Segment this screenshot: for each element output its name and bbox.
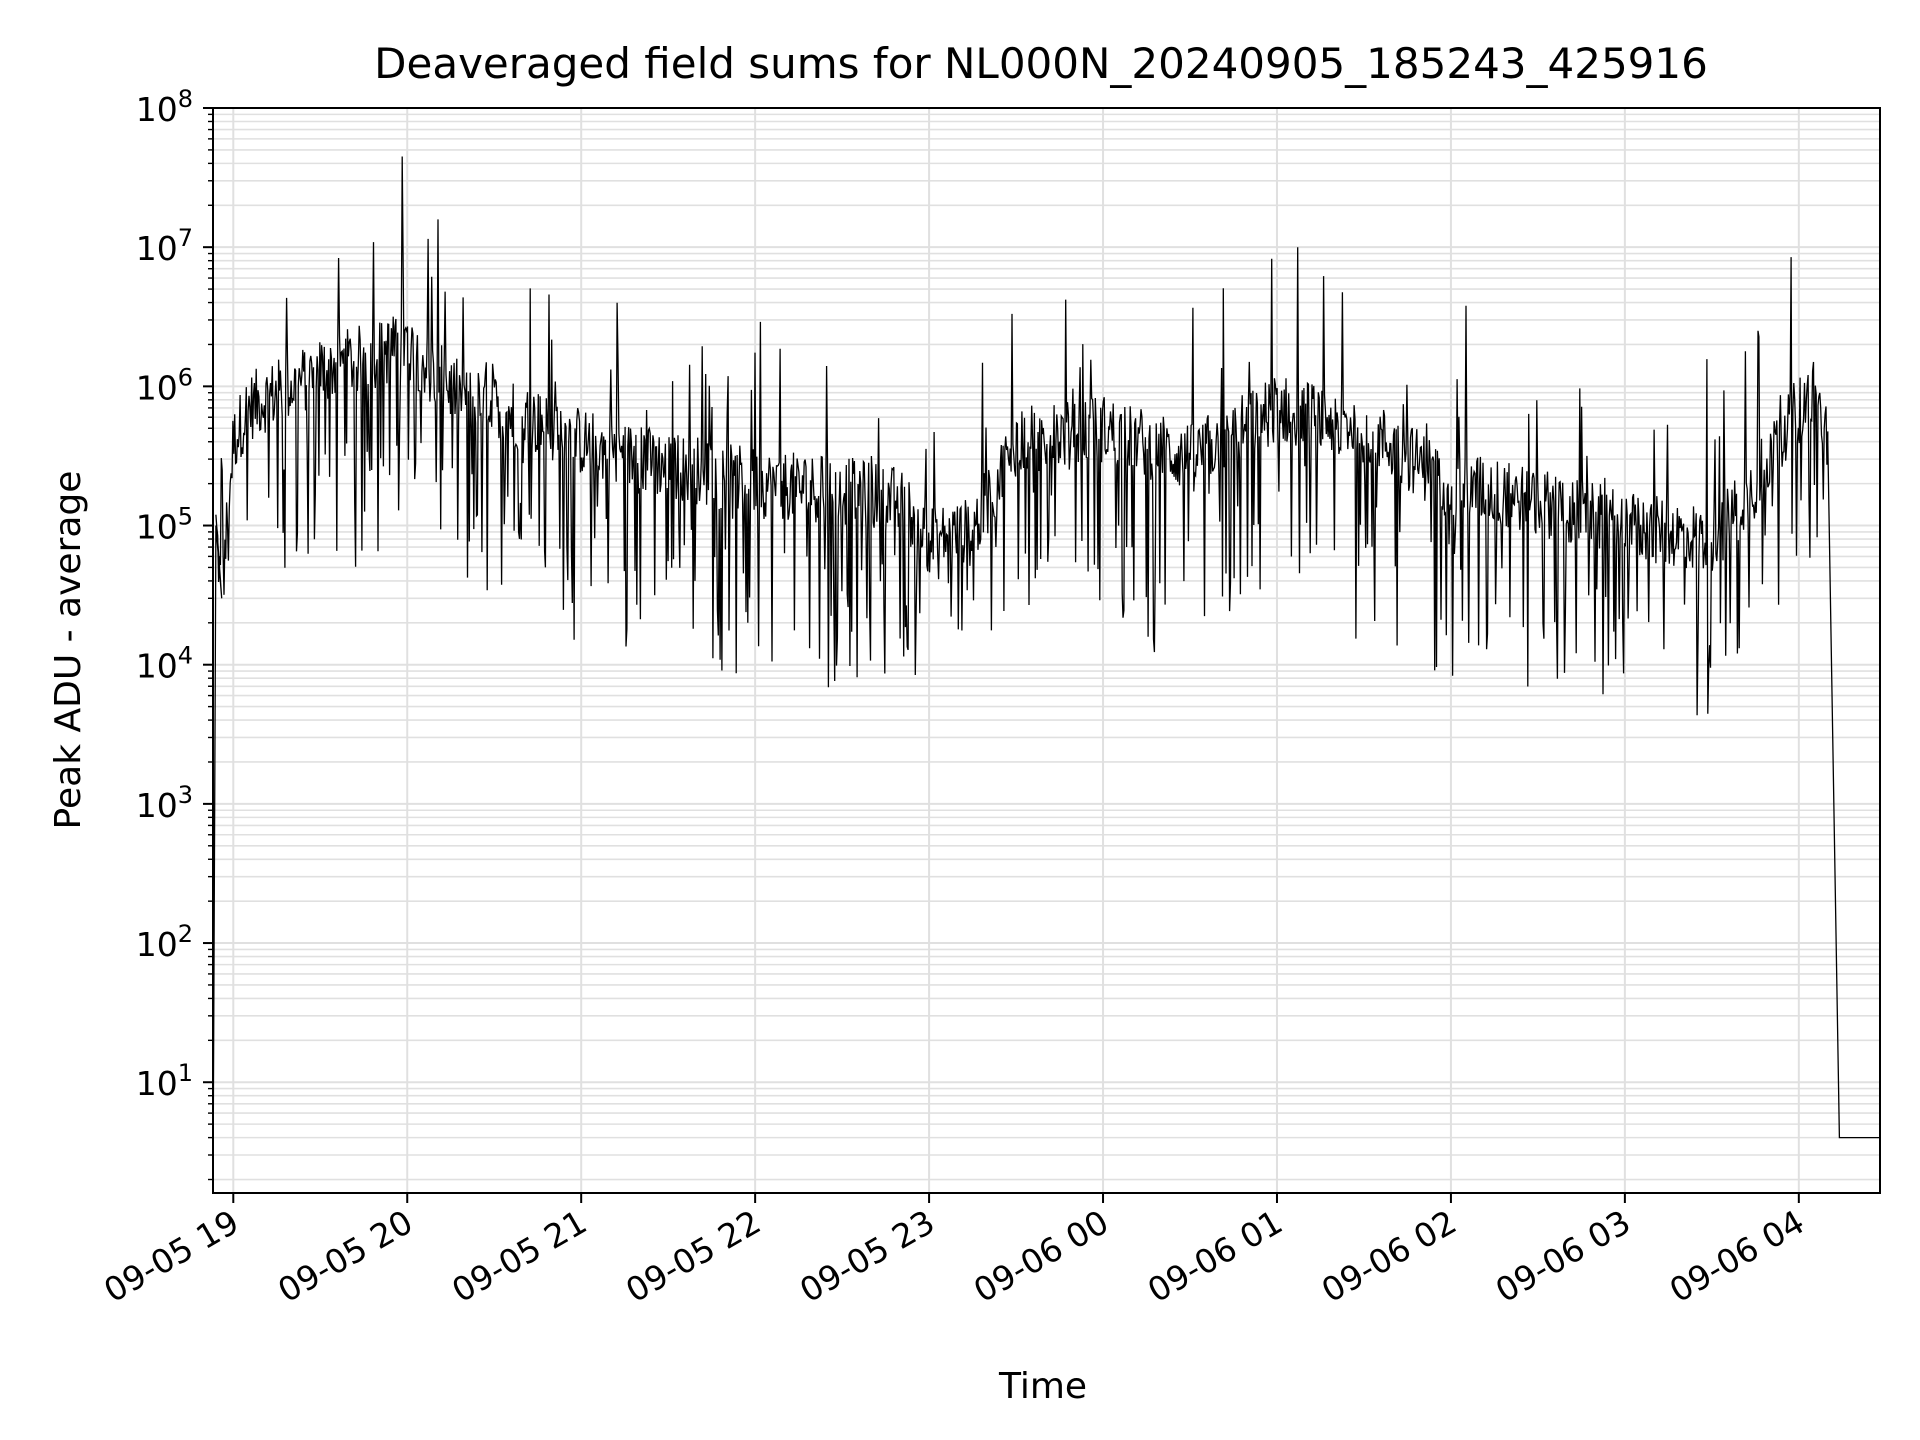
y-tick-label: 108: [136, 85, 193, 129]
series-line: [212, 156, 1880, 1194]
y-tick-label: 104: [136, 642, 193, 686]
y-tick-label: 106: [136, 363, 193, 407]
series-layer: [212, 156, 1880, 1194]
y-tick-label: 105: [136, 503, 193, 547]
y-tick-label: 107: [136, 224, 193, 268]
y-tick-label: 101: [136, 1059, 193, 1103]
chart-title: Deaveraged field sums for NL000N_2024090…: [374, 39, 1708, 88]
plot-frame: [212, 107, 1881, 1194]
y-tick-label: 103: [136, 781, 193, 825]
y-tick-label: 102: [136, 920, 193, 964]
x-axis-label: Time: [998, 1366, 1087, 1407]
y-axis-label: Peak ADU - average: [48, 471, 89, 830]
